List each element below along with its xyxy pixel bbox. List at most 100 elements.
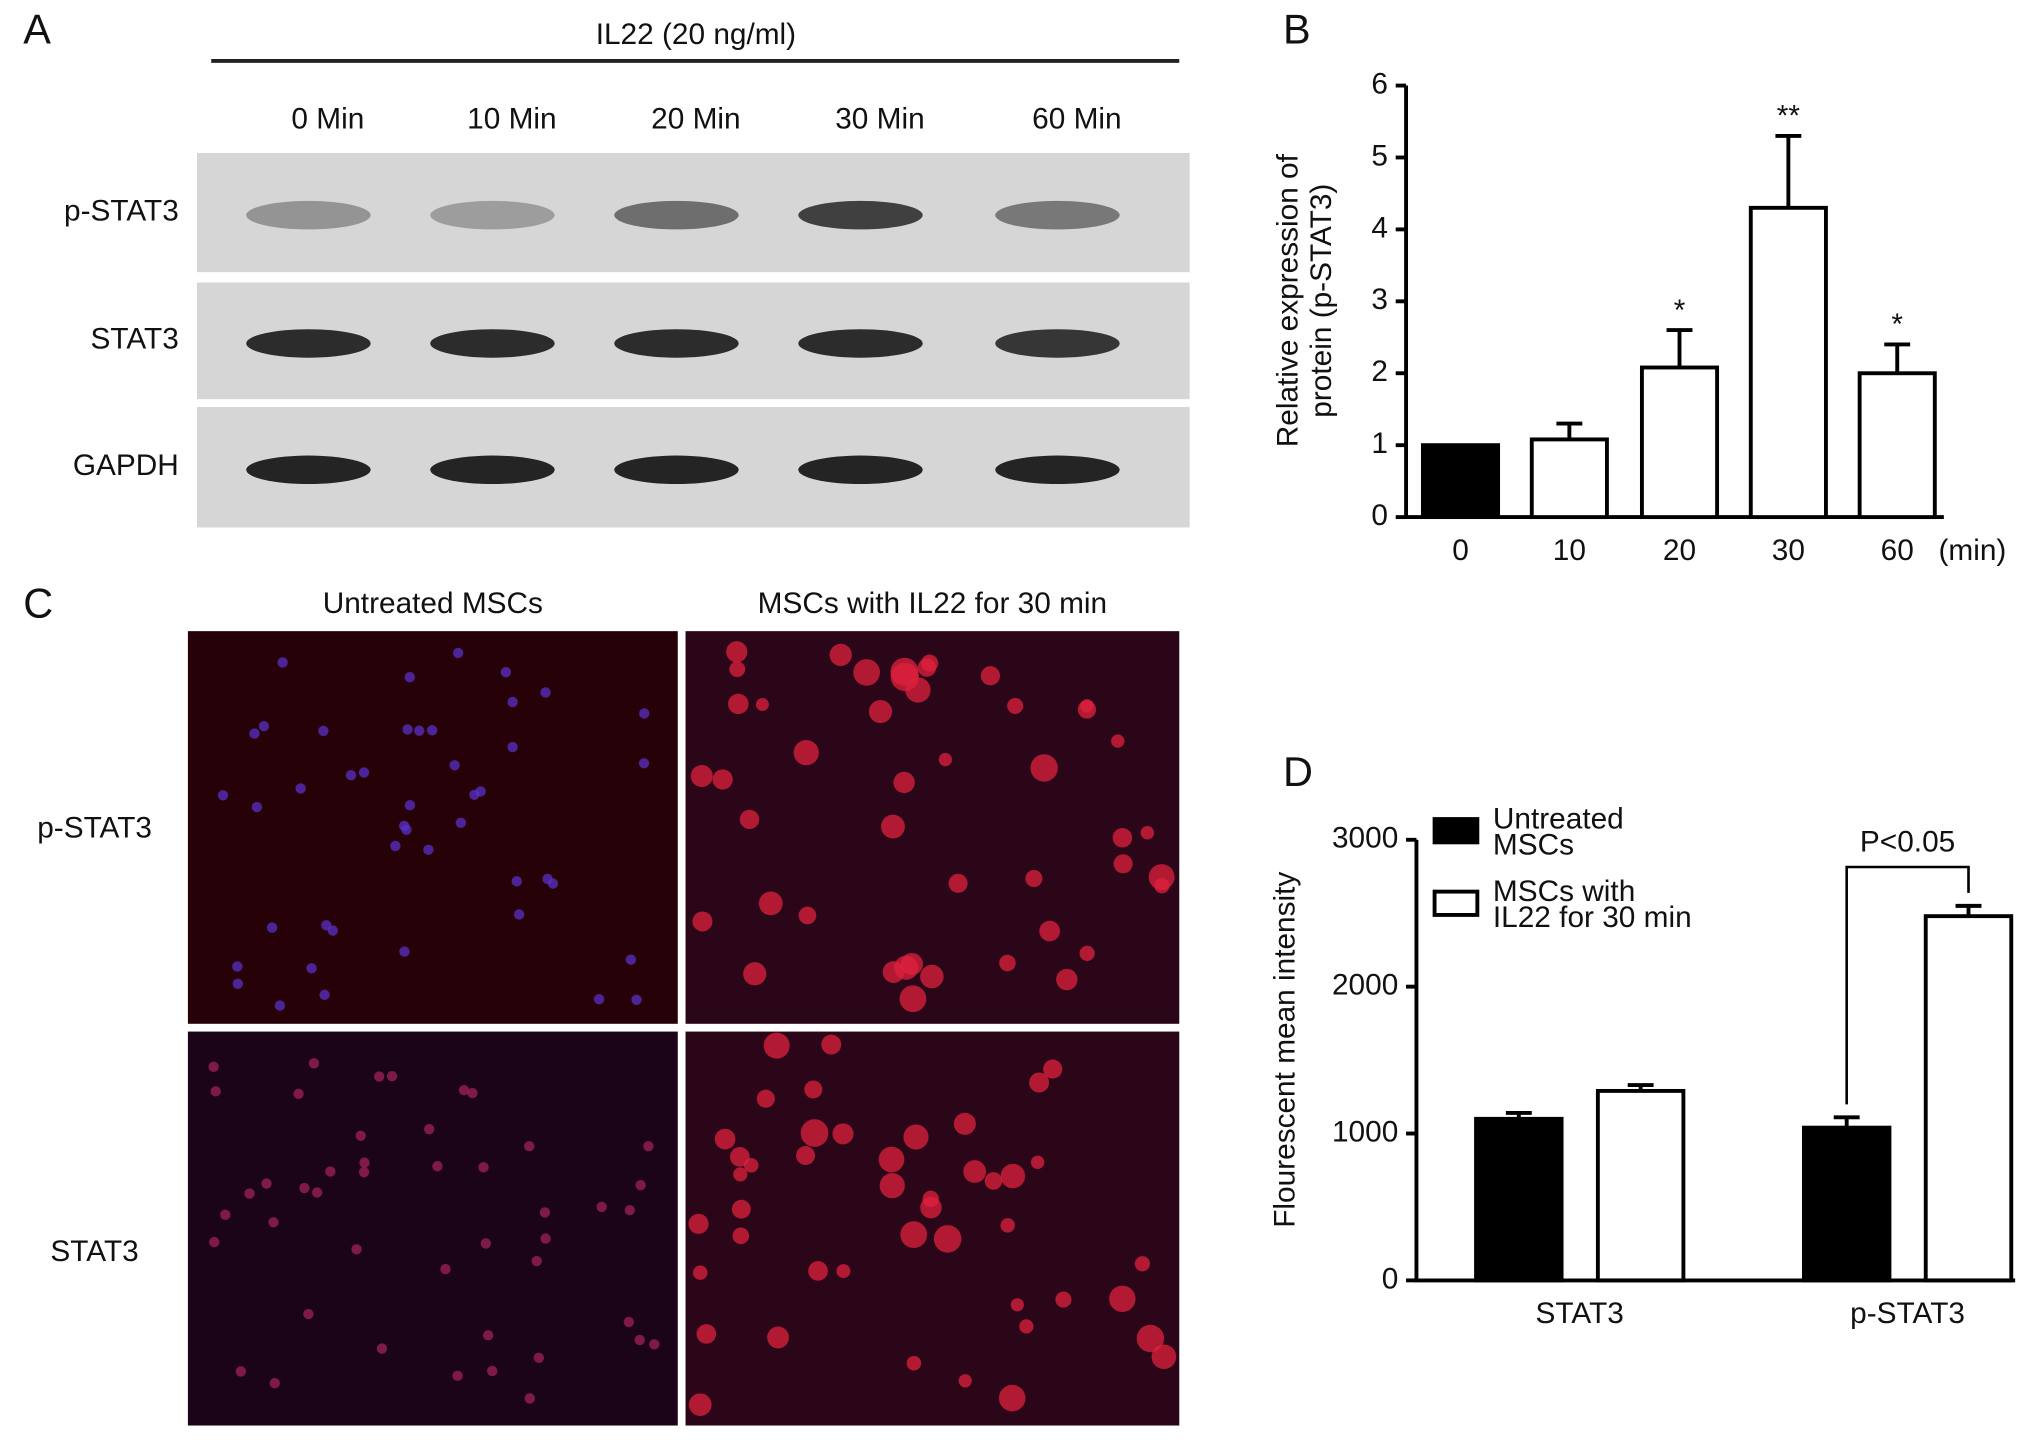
cell <box>984 1172 1003 1190</box>
cell <box>1154 878 1170 894</box>
legend-label: MSCs with IL22 for 30 min <box>1493 875 1692 934</box>
cell <box>423 844 434 855</box>
cell <box>1109 1285 1136 1313</box>
cell <box>1000 1218 1015 1233</box>
cell <box>903 1124 929 1150</box>
cell <box>1029 1072 1050 1093</box>
treatment-label: IL22 (20 ng/ml) <box>596 18 796 51</box>
cell <box>455 817 467 828</box>
bar <box>1595 1088 1686 1283</box>
blot-band <box>430 329 555 358</box>
cell <box>732 1227 750 1245</box>
cell <box>358 767 370 778</box>
cell <box>920 964 944 989</box>
cell <box>303 1308 314 1320</box>
legend-label: Untreated MSCs <box>1493 802 1624 861</box>
cell <box>1000 1163 1026 1189</box>
cell <box>879 1173 905 1199</box>
cell <box>478 1162 489 1173</box>
cell <box>524 1393 535 1404</box>
legend-swatch <box>1432 889 1480 917</box>
y-axis-label: Relative expression ofprotein (p-STAT3) <box>1271 153 1338 447</box>
blot-row-label: p-STAT3 <box>64 194 179 227</box>
cell <box>1140 826 1155 840</box>
bar <box>1748 205 1828 520</box>
cell <box>763 1032 790 1059</box>
cell <box>208 1061 219 1073</box>
cell <box>804 1080 823 1099</box>
cell <box>821 1034 842 1055</box>
cell <box>1007 697 1024 714</box>
cell <box>643 1140 654 1152</box>
y-tick-label: 4 <box>1371 211 1388 244</box>
cell <box>1030 754 1058 782</box>
cell <box>507 696 518 708</box>
cell <box>524 1141 535 1152</box>
micrograph <box>685 1031 1180 1426</box>
cell <box>423 1123 435 1135</box>
lane-label: 30 Min <box>835 102 924 135</box>
cell <box>899 985 927 1013</box>
micrograph <box>187 1031 678 1426</box>
cell <box>767 1326 789 1349</box>
cell <box>1134 1256 1150 1272</box>
blot-band <box>798 329 923 358</box>
lane-label: 20 Min <box>651 102 740 135</box>
x-tick-label: p-STAT3 <box>1850 1297 1965 1330</box>
cell <box>1010 1298 1024 1312</box>
cell <box>308 1058 320 1069</box>
cell <box>624 1204 635 1216</box>
cell <box>634 1334 645 1346</box>
cell <box>836 1264 851 1279</box>
cell <box>796 1146 816 1165</box>
cell <box>743 962 767 986</box>
row-label: STAT3 <box>50 1235 138 1268</box>
cell <box>726 641 748 663</box>
cell <box>743 1158 759 1173</box>
bar <box>1529 437 1609 520</box>
cell <box>878 1146 905 1173</box>
blot-band <box>246 200 371 230</box>
column-label: Untreated MSCs <box>323 587 543 620</box>
significance: * <box>1674 294 1686 327</box>
cell <box>756 1089 775 1108</box>
y-tick-label: 0 <box>1382 1262 1399 1295</box>
cell <box>399 820 410 832</box>
cell <box>917 658 937 677</box>
cell <box>933 1225 962 1253</box>
bar <box>1474 1116 1564 1283</box>
cell <box>432 1161 443 1172</box>
blot-band <box>246 329 371 358</box>
cell <box>449 760 460 771</box>
cell <box>266 922 278 933</box>
cell <box>359 1157 370 1168</box>
blot-band <box>798 200 923 230</box>
cell <box>729 1147 750 1167</box>
cell <box>1151 1344 1177 1370</box>
cell <box>1079 945 1095 961</box>
cell <box>345 770 357 781</box>
cell <box>355 1130 366 1141</box>
cell <box>209 1236 220 1248</box>
cell <box>440 1263 451 1275</box>
cell <box>1111 734 1125 748</box>
row-label: p-STAT3 <box>37 811 152 844</box>
text-line: Relative expression of <box>1271 153 1304 447</box>
cell <box>404 671 415 683</box>
significance: * <box>1891 308 1903 341</box>
cell <box>487 1365 498 1377</box>
micrograph <box>685 631 1180 1024</box>
x-tick-label: 10 <box>1553 534 1586 567</box>
cell <box>1112 828 1133 848</box>
cell <box>269 1378 280 1389</box>
cell <box>793 740 819 766</box>
cell <box>906 1355 922 1371</box>
cell <box>920 1196 942 1219</box>
cell <box>321 920 332 931</box>
cell <box>540 1233 551 1244</box>
cell <box>268 1217 279 1228</box>
x-tick-label: 60 <box>1881 534 1914 567</box>
y-tick-label: 2 <box>1371 355 1388 388</box>
cell <box>882 961 905 983</box>
